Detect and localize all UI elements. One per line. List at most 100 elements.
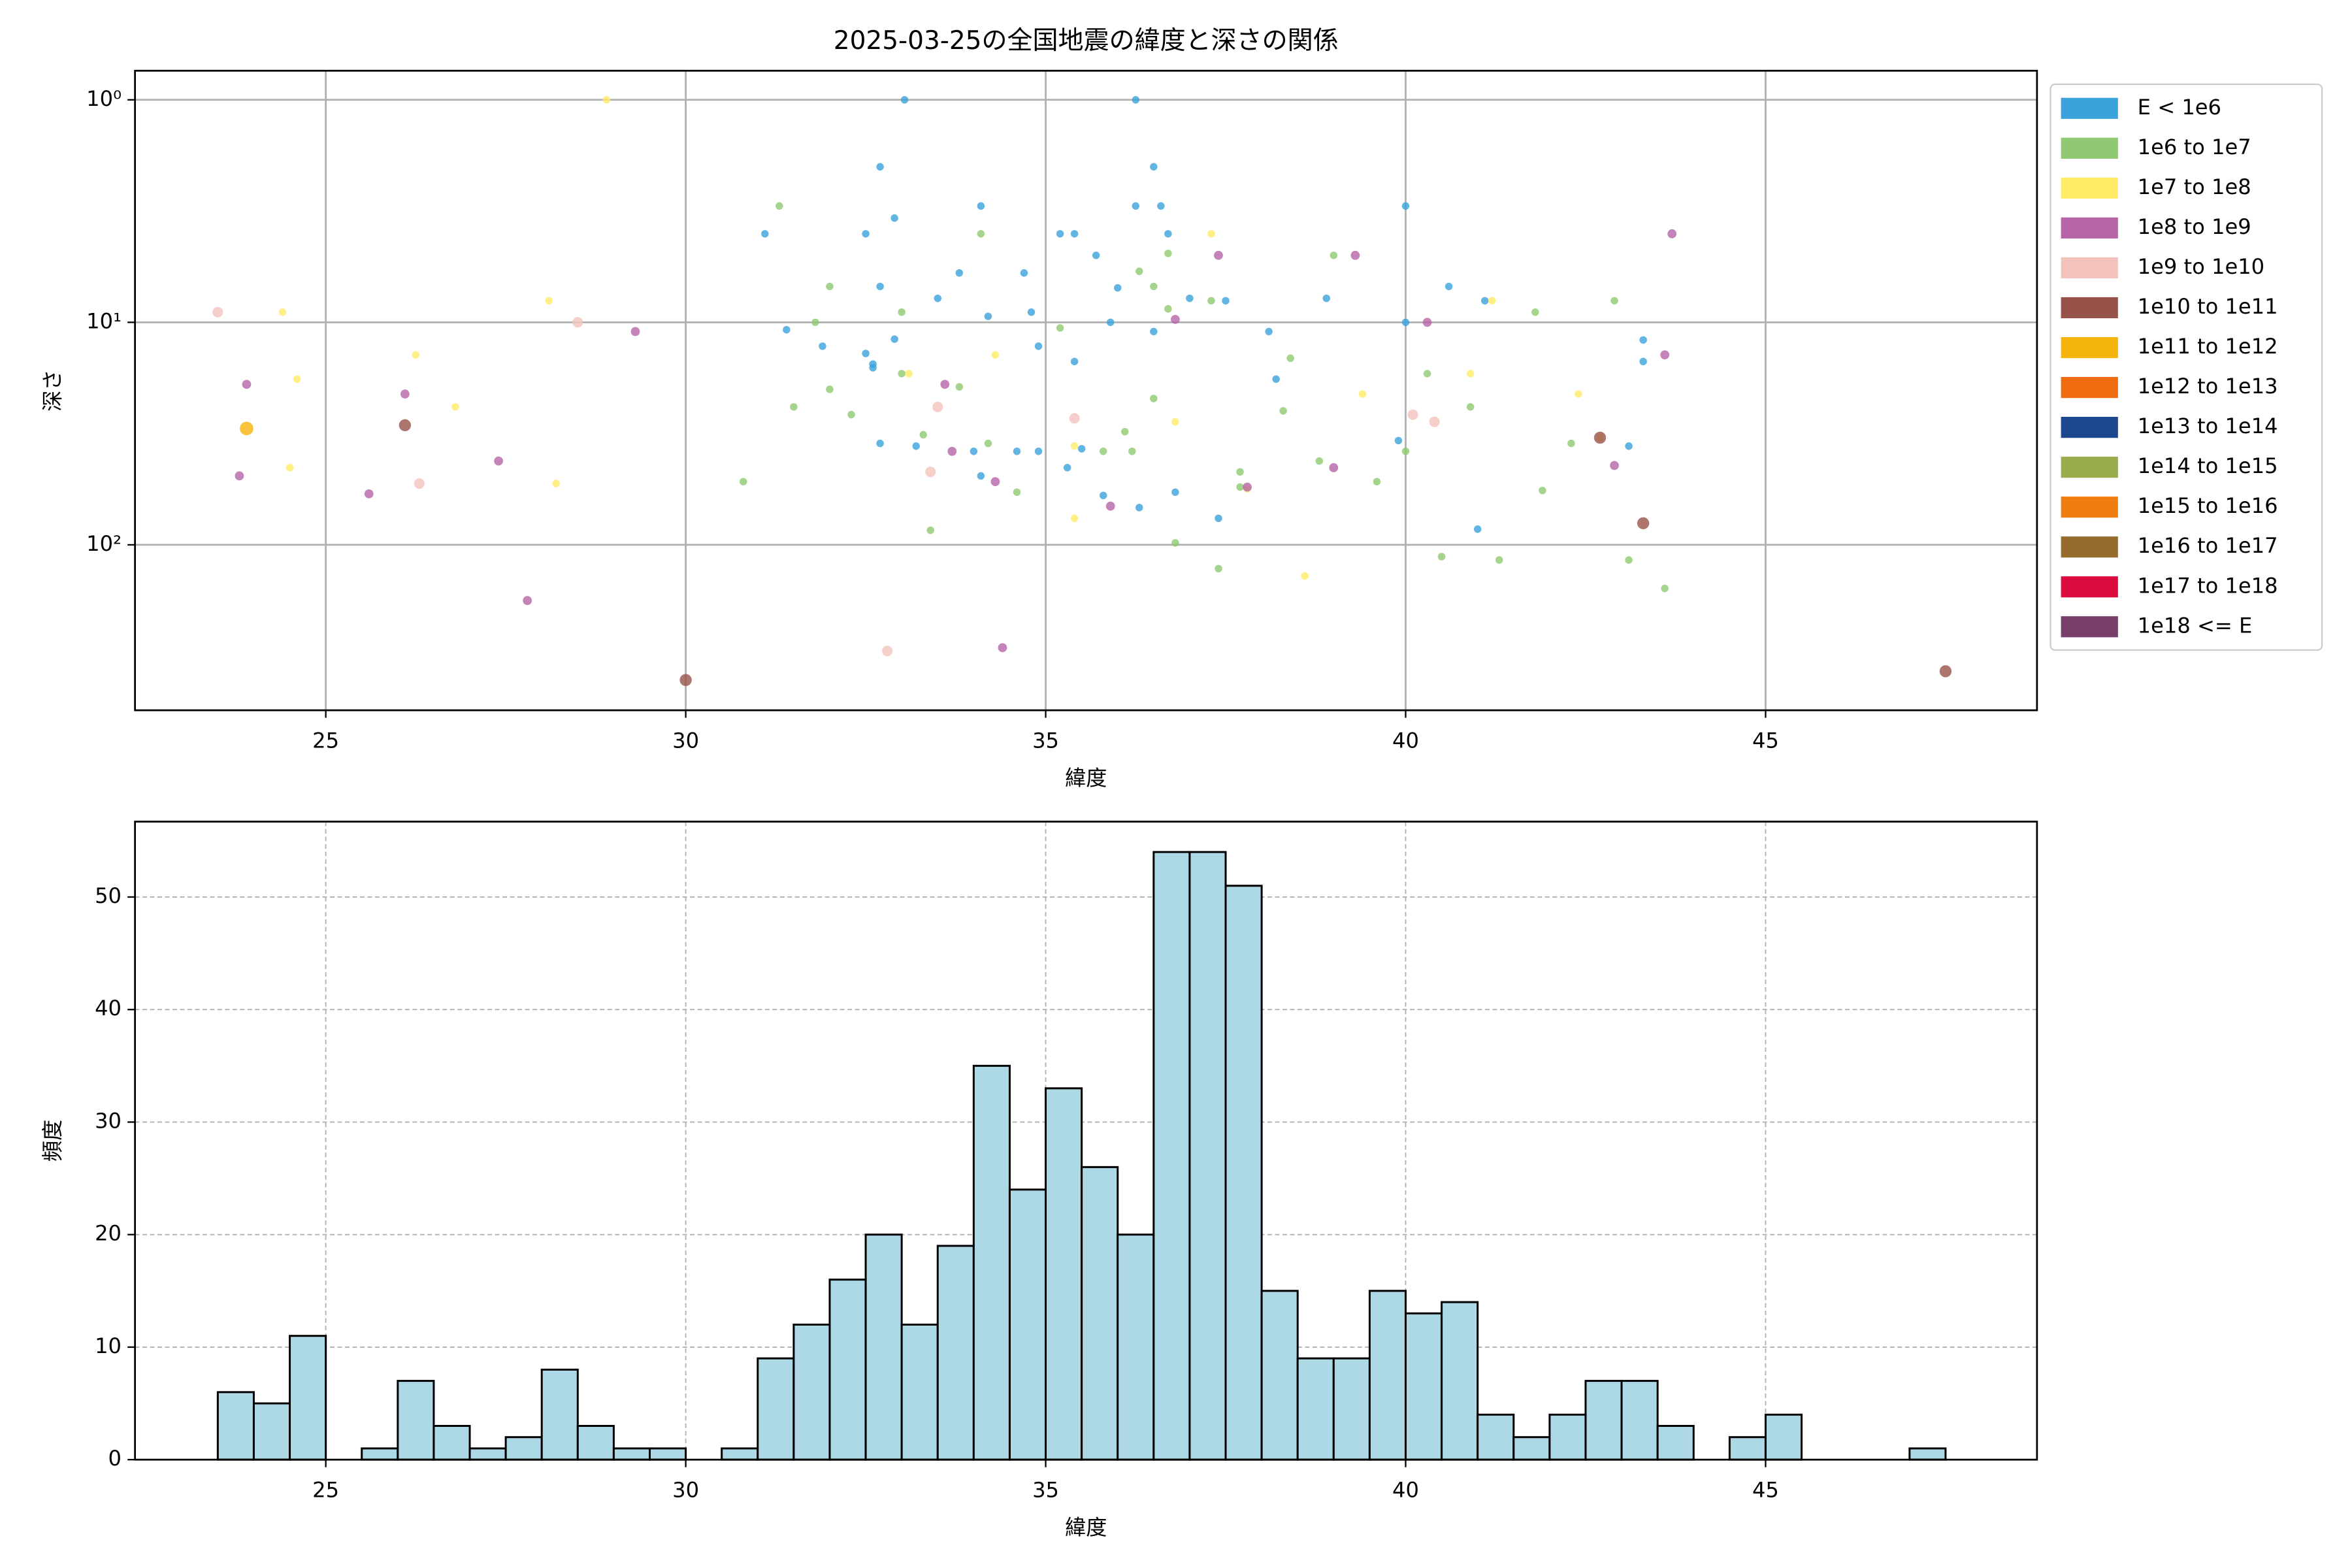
point xyxy=(739,478,747,485)
bar xyxy=(1548,1413,1587,1461)
bar xyxy=(1368,1290,1407,1461)
point xyxy=(1466,370,1475,378)
legend-label: 1e8 to 1e9 xyxy=(2138,214,2251,239)
point xyxy=(523,596,532,606)
plot-frame xyxy=(134,821,2038,1461)
point xyxy=(1171,488,1179,497)
bar xyxy=(1908,1447,1947,1461)
point xyxy=(412,351,420,359)
bar xyxy=(397,1380,435,1461)
legend-swatch xyxy=(2061,297,2118,319)
point xyxy=(602,96,611,104)
point xyxy=(1034,342,1043,350)
legend-swatch xyxy=(2061,417,2118,438)
point xyxy=(1625,556,1633,564)
point xyxy=(776,202,783,210)
bar xyxy=(1441,1301,1479,1461)
point xyxy=(414,478,425,489)
bar xyxy=(1152,851,1191,1461)
point xyxy=(898,370,906,378)
point xyxy=(1301,572,1309,580)
point xyxy=(1215,514,1222,523)
bar xyxy=(1188,851,1227,1461)
point xyxy=(1401,318,1410,327)
point xyxy=(1164,250,1172,257)
y-tick-label: 10¹ xyxy=(86,308,122,333)
legend-label: 1e14 to 1e15 xyxy=(2138,453,2278,478)
legend-swatch xyxy=(2061,616,2118,638)
bar xyxy=(289,1335,327,1461)
point xyxy=(1222,297,1230,305)
point xyxy=(1610,461,1619,470)
x-tick-label: 30 xyxy=(672,728,699,753)
point xyxy=(1330,252,1338,259)
y-tick-label: 10² xyxy=(86,531,122,556)
point xyxy=(876,163,884,171)
point xyxy=(286,464,294,472)
bar xyxy=(828,1279,867,1461)
point xyxy=(998,643,1007,653)
point xyxy=(1207,297,1215,305)
point xyxy=(679,674,692,687)
bar xyxy=(216,1391,255,1461)
point xyxy=(1150,282,1158,291)
legend-label: 1e13 to 1e14 xyxy=(2138,414,2278,438)
bar xyxy=(1260,1290,1299,1461)
point xyxy=(1069,413,1080,424)
bar xyxy=(1081,1166,1119,1461)
point xyxy=(494,456,503,466)
point xyxy=(1495,556,1503,564)
x-axis-label: 緯度 xyxy=(1065,1515,1107,1540)
point xyxy=(1132,202,1140,210)
point xyxy=(451,403,459,411)
point xyxy=(1272,375,1280,384)
point xyxy=(919,431,927,439)
legend-swatch xyxy=(2061,536,2118,558)
legend-label: 1e10 to 1e11 xyxy=(2138,294,2278,319)
point xyxy=(761,230,769,238)
point xyxy=(977,202,985,210)
point xyxy=(1445,282,1453,291)
legend-label: 1e11 to 1e12 xyxy=(2138,334,2278,359)
point xyxy=(1401,448,1410,455)
legend-box xyxy=(2050,83,2323,651)
bar xyxy=(612,1447,651,1461)
point xyxy=(1358,390,1367,398)
chart-title: 2025-03-25の全国地震の緯度と深さの関係 xyxy=(834,26,1339,56)
point xyxy=(876,282,884,291)
point xyxy=(1207,230,1215,238)
x-tick-label: 25 xyxy=(312,1478,339,1503)
bar xyxy=(252,1402,291,1461)
point xyxy=(1132,96,1140,104)
bar xyxy=(1512,1436,1551,1461)
point xyxy=(293,375,301,384)
point xyxy=(890,335,898,343)
bar xyxy=(540,1368,579,1461)
point xyxy=(1637,517,1650,530)
point xyxy=(905,370,913,378)
point xyxy=(1329,463,1339,472)
x-tick-label: 30 xyxy=(672,1478,699,1503)
point xyxy=(847,410,855,419)
point xyxy=(869,364,877,372)
legend-swatch xyxy=(2061,376,2118,399)
point xyxy=(1013,488,1021,497)
point xyxy=(1286,354,1294,363)
bar xyxy=(1296,1357,1335,1461)
legend-label: 1e6 to 1e7 xyxy=(2138,135,2251,159)
point xyxy=(1488,297,1496,305)
legend-swatch xyxy=(2061,457,2118,478)
point xyxy=(1063,464,1071,472)
point xyxy=(1113,284,1122,292)
y-tick-label: 20 xyxy=(95,1221,122,1246)
point xyxy=(1092,252,1100,259)
point xyxy=(1171,417,1179,426)
y-tick-label: 30 xyxy=(95,1108,122,1133)
bar xyxy=(576,1424,615,1461)
bar xyxy=(433,1424,471,1461)
legend-label: 1e15 to 1e16 xyxy=(2138,493,2278,518)
x-axis-label: 緯度 xyxy=(1065,766,1107,791)
point xyxy=(1013,448,1021,455)
point xyxy=(898,308,906,316)
point xyxy=(212,306,223,318)
